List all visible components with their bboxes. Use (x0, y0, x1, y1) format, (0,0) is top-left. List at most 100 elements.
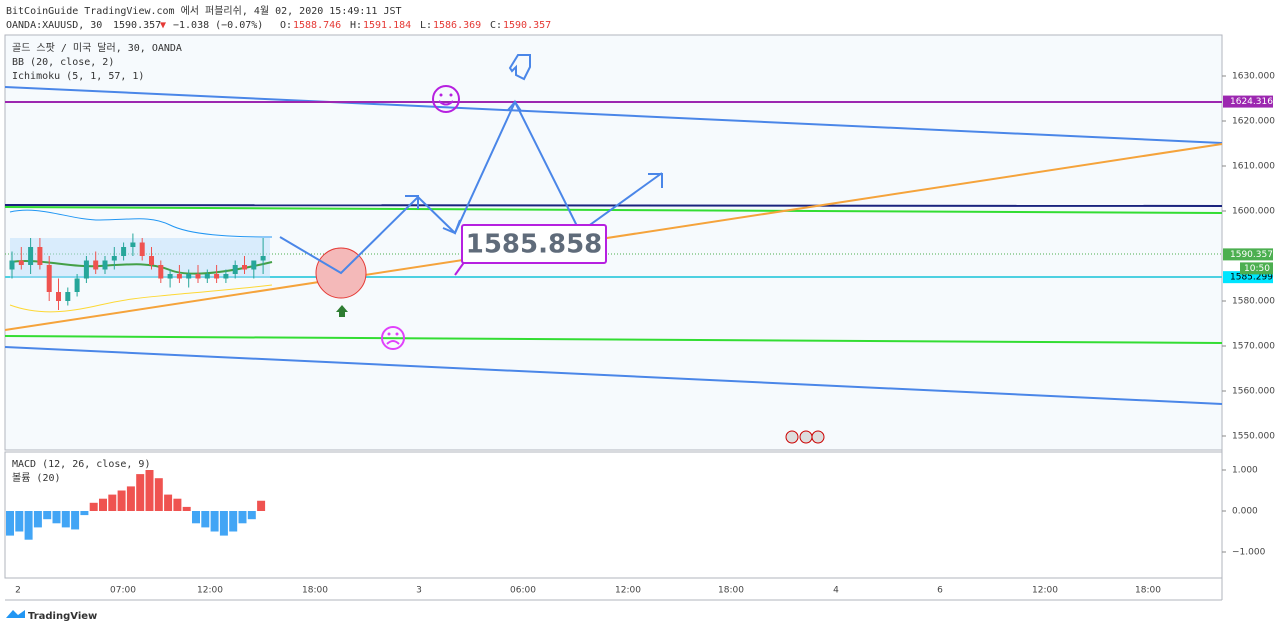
price-tag (1223, 248, 1273, 261)
time-tick-label: 12:00 (1032, 586, 1058, 596)
macd-bar (89, 502, 98, 511)
ohlc-value: 1591.184 (363, 20, 411, 31)
events (785, 430, 825, 444)
macd-tick-label: 0.000 (1232, 507, 1258, 517)
time-tick-label: 06:00 (510, 586, 536, 596)
time-tick-label: 12:00 (615, 586, 641, 596)
time-tick-label: 18:00 (718, 586, 744, 596)
price-tick-label: 1630.000 (1232, 72, 1275, 82)
candle-body (223, 274, 229, 279)
ohlc-label: H: (350, 20, 362, 31)
price-tag-label: 1585.299 (1230, 273, 1273, 283)
trend-line (4, 346, 1223, 405)
candle-body (204, 274, 210, 279)
arrow-heads (405, 100, 663, 235)
candle-body (28, 247, 34, 265)
candle-body (149, 256, 154, 265)
time-tick-label: 3 (416, 586, 422, 596)
candle-body (46, 265, 52, 292)
direction: ▼ (160, 20, 166, 31)
macd-bar (126, 486, 135, 511)
candle-body (186, 274, 192, 279)
candle-body (18, 260, 24, 265)
legend-item: BB (20, close, 2) (12, 57, 114, 68)
macd-bar (6, 511, 14, 536)
legend-item: Ichimoku (5, 1, 57, 1) (12, 71, 144, 82)
horizontal-line (4, 335, 1223, 344)
price-tag-label: 1624.316 (1230, 97, 1273, 107)
logo (6, 610, 25, 618)
candle-body (167, 274, 173, 279)
macd-bar (257, 500, 266, 511)
candle-body (251, 260, 257, 270)
price-tick-label: 1610.000 (1232, 162, 1275, 172)
price-tick-label: 1600.000 (1232, 207, 1275, 217)
candle-body (130, 242, 136, 247)
macd-bar (108, 494, 117, 511)
bb-lower (9, 284, 273, 313)
macd-bar (154, 478, 163, 511)
macd-pane (4, 451, 1223, 579)
legend-item: 골드 스팟 / 미국 달러, 30, OANDA (12, 42, 182, 54)
bar-timer-tag (1240, 262, 1273, 275)
candle-body (195, 274, 201, 279)
candle-body (232, 265, 238, 274)
pointing-hand-icon (508, 54, 531, 81)
time-tick-label: 18:00 (1135, 586, 1161, 596)
macd-bar (24, 511, 33, 540)
symbol: OANDA:XAUUSD, 30 (6, 20, 102, 31)
price-tag (1223, 95, 1273, 108)
callout-box (461, 224, 607, 264)
macd-bar (117, 490, 126, 511)
candle-body (65, 292, 71, 301)
macd-bar (61, 511, 70, 528)
bb-basis (9, 260, 273, 275)
last-price: 1590.357 (113, 20, 161, 31)
time-tick-label: 18:00 (302, 586, 328, 596)
footer-brand: TradingView (28, 611, 97, 622)
legend-item: 볼륨 (20) (12, 472, 61, 484)
macd-bar (71, 511, 80, 530)
ohlc-value: 1588.746 (293, 20, 341, 31)
change: −1.038 (−0.07%) (173, 20, 263, 31)
candle-body (139, 242, 145, 256)
price-tick-label: 1570.000 (1232, 342, 1275, 352)
macd-tick-label: 1.000 (1232, 466, 1258, 476)
macd-bar (164, 494, 173, 511)
ohlc-label: O: (280, 20, 292, 31)
macd-bar (52, 511, 61, 524)
macd-bar (192, 511, 200, 524)
candle-body (121, 247, 127, 256)
price-tag-label: 1590.357 (1230, 250, 1273, 260)
time-tick-label: 07:00 (110, 586, 136, 596)
ohlc-value: 1590.357 (503, 20, 551, 31)
horizontal-line (4, 204, 1223, 207)
candle-body (102, 260, 108, 270)
macd-bar (229, 511, 238, 532)
candle-body (74, 278, 80, 292)
price-tick-label: 1620.000 (1232, 117, 1275, 127)
macd-bar (210, 511, 219, 532)
time-tick-label: 6 (937, 586, 943, 596)
macd-bar (80, 511, 89, 516)
macd-tick-label: −1.000 (1232, 548, 1266, 558)
candle-body (260, 256, 266, 261)
candle-body (176, 274, 182, 279)
candle-body (83, 260, 89, 279)
trend-line (4, 143, 1223, 331)
candle-body (93, 260, 99, 270)
ohlc-value: 1586.369 (433, 20, 481, 31)
macd-bar (145, 470, 154, 511)
trend-line (4, 86, 1223, 144)
candle-body (9, 260, 15, 270)
time-tick-label: 4 (833, 586, 839, 596)
price-tick-label: 1560.000 (1232, 387, 1275, 397)
price-tick-label: 1550.000 (1232, 432, 1275, 442)
candle-body (242, 265, 247, 270)
macd-bar (43, 511, 52, 520)
macd-bar (33, 511, 42, 528)
publisher: BitCoinGuide TradingView.com 에서 퍼블리쉬, 4월… (6, 5, 402, 17)
time-tick-label: 2 (15, 586, 21, 596)
